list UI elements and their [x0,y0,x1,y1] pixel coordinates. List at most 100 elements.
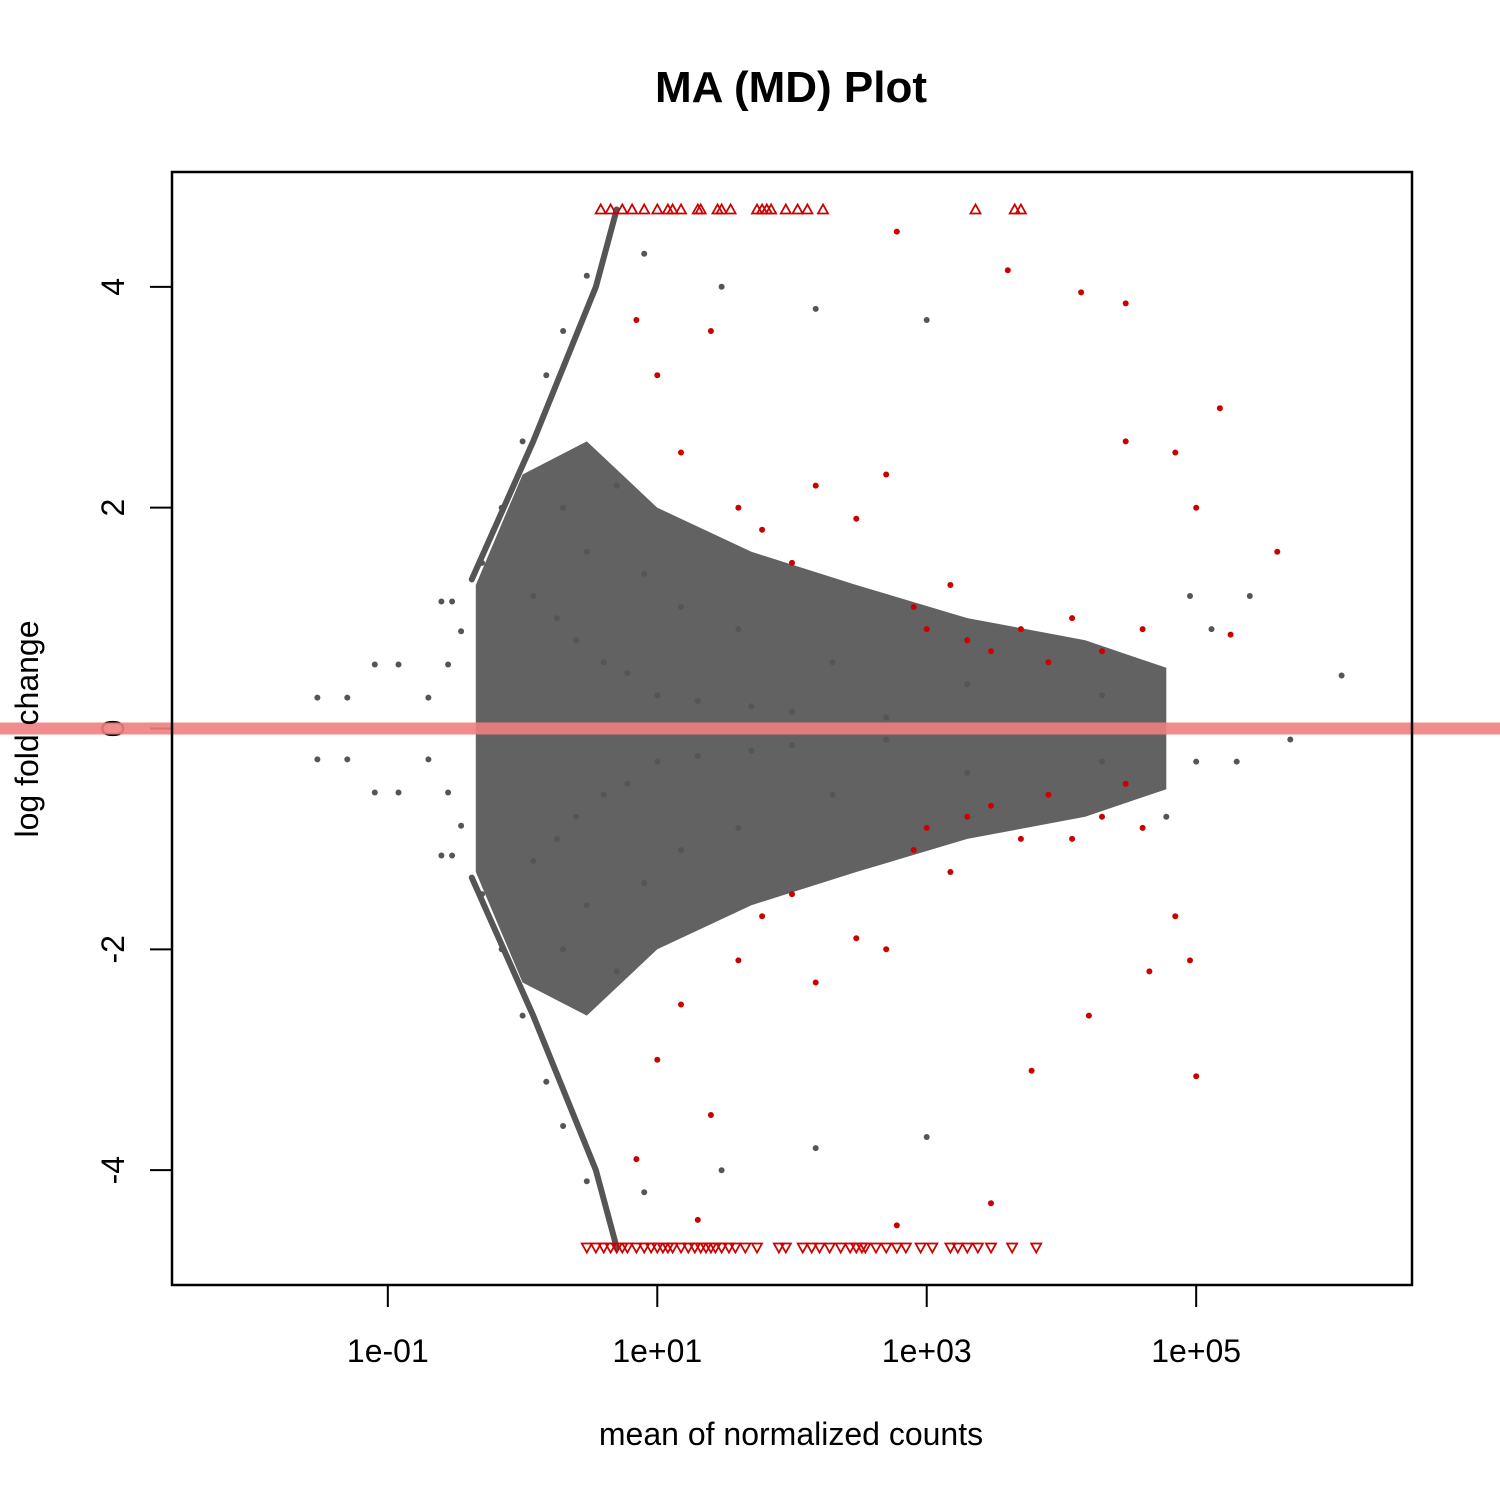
significant-point [735,957,742,964]
nonsignificant-point [573,637,580,644]
significant-point [988,802,994,809]
significant-point [789,559,795,566]
significant-point [1139,824,1146,831]
significant-point [633,317,640,323]
significant-point [654,372,661,379]
nonsignificant-point [964,769,971,776]
nonsignificant-point [678,604,684,610]
clipped-up-triangle [666,202,680,215]
clipped-down-triangle [890,1242,904,1255]
significant-point [988,1200,994,1207]
significant-point [1099,648,1105,655]
nonsignificant-point [600,659,607,666]
clipped-up-triangle [604,202,618,215]
significant-point [735,504,742,511]
nonsignificant-point [498,946,505,953]
clipped-down-triangle [666,1242,680,1255]
clipped-up-triangle [1008,202,1022,215]
clipped-down-triangle [1029,1242,1043,1255]
nonsignificant-point [641,250,648,257]
significant-point [1216,405,1223,412]
chart-title: MA (MD) Plot [655,63,927,112]
significant-point [1172,449,1179,456]
nonsignificant-point [560,1123,567,1129]
nonsignificant-point [445,661,452,668]
clipped-up-triangle [694,202,708,215]
clipped-down-triangle [858,1242,872,1255]
significant-point [1122,780,1129,787]
x-tick-label: 1e+03 [882,1333,972,1369]
significant-point [988,648,994,655]
significant-point [633,1156,640,1163]
nonsignificant-point [458,822,465,829]
significant-point [893,1222,900,1229]
clipped-up-triangle [724,202,738,215]
significant-point [707,328,714,334]
nonsignificant-point [829,659,836,666]
nonsignificant-point [1287,736,1294,743]
significant-point [789,891,795,898]
clipped-down-triangle [722,1242,736,1255]
clipped-down-triangle [879,1242,893,1255]
x-tick-label: 1e-01 [347,1333,429,1369]
nonsignificant-point [553,615,560,622]
significant-point [883,946,890,953]
nonsignificant-point [449,852,456,859]
x-tick-label: 1e+05 [1151,1333,1241,1369]
clipped-down-triangle [984,1242,998,1255]
significant-point [947,582,954,588]
nonsignificant-point [553,835,560,842]
nonsignificant-point [883,714,890,721]
nonsignificant-point [530,858,537,864]
nonsignificant-point [1099,692,1105,699]
nonsignificant-point [438,598,445,605]
clipped-up-triangle [615,202,629,215]
clipped-down-triangle [681,1242,695,1255]
clipped-down-triangle [951,1242,965,1255]
significant-point [812,482,819,489]
nonsignificant-point [1187,593,1193,599]
nonsignificant-point [735,626,742,633]
clipped-up-triangle [816,202,830,215]
nonsignificant-point [395,789,402,796]
nonsignificant-point [718,1167,725,1174]
nonsignificant-point [883,736,890,743]
nonsignificant-point [1246,593,1253,599]
clipped-down-triangle [914,1242,928,1255]
clipped-up-triangle [674,202,688,215]
clipped-up-triangle [594,202,608,215]
significant-point [1139,626,1146,633]
nonsignificant-point [641,570,648,577]
nonsignificant-point [829,791,836,798]
nonsignificant-point [445,789,452,796]
nonsignificant-point [1338,672,1345,679]
significant-point [1017,835,1024,842]
clipped-down-triangle [834,1242,848,1255]
significant-point [1146,968,1153,975]
nonsignificant-point [654,758,661,765]
significant-point [654,1056,661,1063]
clipped-down-triangle [674,1242,688,1255]
significant-point [1274,548,1281,555]
clipped-down-triangle [589,1242,603,1255]
clipped-down-triangle [728,1242,742,1255]
clipped-down-triangle [925,1242,939,1255]
significant-point [964,813,971,820]
nonsignificant-point [583,272,590,279]
clipped-up-triangle [625,202,639,215]
x-axis-label: mean of normalized counts [599,1416,983,1452]
significant-point [1193,1073,1200,1080]
clipped-up-triangle [715,202,729,215]
nonsignificant-point [543,372,550,379]
nonsignificant-point [479,891,485,898]
nonsignificant-point [449,598,456,605]
plot-area-frame [170,170,1414,1287]
clipped-up-triangle [791,202,805,215]
nonsignificant-point [344,756,351,763]
significant-point [893,228,900,235]
significant-point [1069,835,1076,842]
y-tick-label: 4 [95,278,131,296]
clipped-down-triangle [971,1242,985,1255]
significant-point [1099,813,1105,820]
